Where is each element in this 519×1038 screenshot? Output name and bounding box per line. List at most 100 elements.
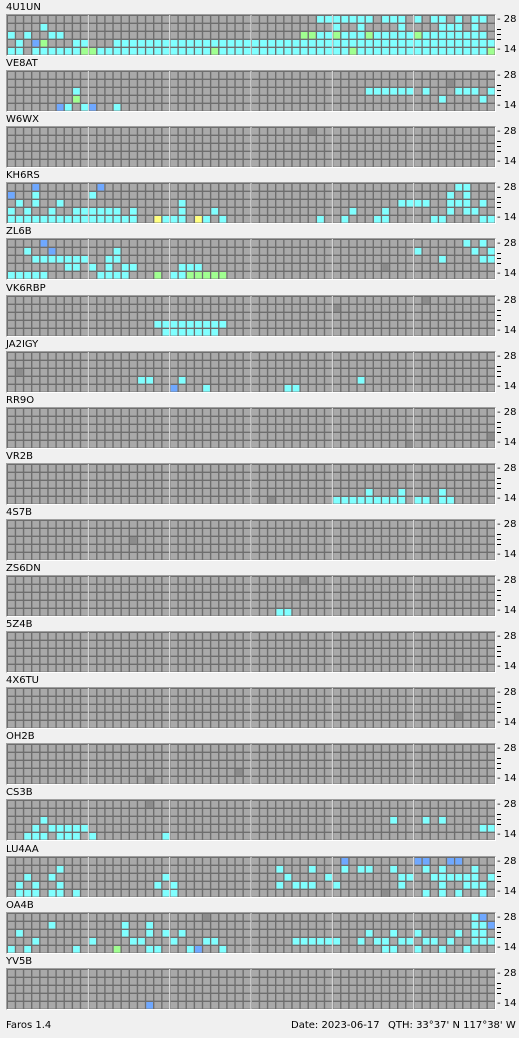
signal-cell bbox=[154, 48, 162, 55]
station-name: JA2IGY bbox=[6, 338, 39, 350]
signal-cell bbox=[398, 16, 406, 23]
station-name: 4S7B bbox=[6, 506, 32, 518]
signal-cell bbox=[138, 376, 145, 384]
band-tick bbox=[497, 202, 501, 204]
station-panel: ZL6B - 28 - 14 bbox=[0, 225, 519, 281]
signal-cell bbox=[471, 208, 479, 215]
signal-cell bbox=[374, 40, 381, 47]
band-tick bbox=[497, 263, 501, 265]
grid-svg bbox=[8, 71, 495, 112]
band-tick bbox=[497, 426, 501, 428]
signal-cell bbox=[349, 496, 357, 504]
band-tick bbox=[497, 646, 501, 648]
signal-cell bbox=[341, 865, 349, 873]
signal-cell bbox=[195, 272, 202, 279]
signal-cell bbox=[365, 929, 373, 937]
signal-cell bbox=[398, 40, 406, 47]
signal-cell bbox=[382, 945, 389, 953]
station-panel: OH2B - 28 - 14 bbox=[0, 730, 519, 786]
propagation-grid bbox=[6, 126, 496, 169]
band-tick bbox=[497, 365, 501, 367]
signal-cell bbox=[154, 945, 162, 953]
station-panel: VK6RBP - 28 - 14 bbox=[0, 282, 519, 338]
signal-cell bbox=[252, 48, 259, 55]
signal-cell bbox=[300, 40, 308, 47]
signal-cell bbox=[40, 48, 48, 55]
signal-cell bbox=[398, 32, 406, 39]
signal-cell bbox=[357, 937, 365, 945]
signal-cell bbox=[390, 48, 397, 55]
signal-cell bbox=[73, 96, 80, 103]
signal-cell bbox=[48, 825, 56, 832]
signal-cell bbox=[170, 320, 178, 328]
propagation-grid bbox=[6, 575, 496, 617]
signal-cell bbox=[73, 264, 80, 271]
signal-cell bbox=[406, 88, 414, 95]
signal-cell bbox=[463, 40, 471, 47]
signal-cell bbox=[422, 889, 430, 897]
signal-cell bbox=[81, 208, 88, 215]
signal-cell bbox=[186, 264, 194, 271]
signal-cell bbox=[73, 48, 80, 55]
band-label-14: - 14 bbox=[497, 492, 517, 504]
station-name: 4X6TU bbox=[6, 675, 40, 687]
band-tick bbox=[497, 370, 501, 372]
signal-cell bbox=[105, 272, 113, 279]
signal-cell bbox=[292, 881, 300, 889]
signal-cell bbox=[349, 32, 357, 39]
signal-cell bbox=[64, 104, 72, 111]
signal-cell bbox=[471, 24, 479, 31]
signal-cell bbox=[276, 865, 284, 873]
signal-cell bbox=[81, 104, 88, 111]
signal-cell bbox=[105, 48, 113, 55]
signal-cell bbox=[422, 88, 430, 95]
signal-cell bbox=[227, 40, 235, 47]
signal-cell bbox=[357, 865, 365, 873]
signal-cell bbox=[487, 921, 495, 929]
signal-cell bbox=[365, 88, 373, 95]
signal-cell bbox=[325, 48, 332, 55]
signal-cell bbox=[374, 937, 381, 945]
signal-cell bbox=[56, 256, 64, 263]
signal-cell bbox=[146, 40, 153, 47]
signal-cell bbox=[24, 272, 31, 279]
signal-cell bbox=[56, 32, 64, 39]
signal-cell bbox=[463, 873, 471, 881]
signal-cell bbox=[8, 945, 15, 953]
propagation-grid bbox=[6, 462, 496, 505]
propagation-grid bbox=[6, 294, 496, 337]
signal-cell bbox=[471, 937, 479, 945]
station-name: KH6RS bbox=[6, 170, 40, 182]
band-label-28: - 28 bbox=[497, 855, 517, 867]
signal-cell bbox=[178, 272, 186, 279]
signal-cell bbox=[487, 873, 495, 881]
signal-cell bbox=[56, 889, 64, 897]
band-tick bbox=[497, 95, 501, 97]
band-tick bbox=[497, 543, 501, 545]
signal-cell bbox=[341, 40, 349, 47]
signal-cell bbox=[252, 40, 259, 47]
signal-cell bbox=[121, 921, 129, 929]
signal-cell bbox=[325, 40, 332, 47]
signal-cell bbox=[365, 48, 373, 55]
signal-cell bbox=[471, 48, 479, 55]
signal-cell bbox=[333, 496, 341, 504]
band-label-14: - 14 bbox=[497, 941, 517, 953]
signal-cell bbox=[333, 304, 341, 312]
propagation-grid bbox=[6, 350, 496, 393]
signal-cell bbox=[357, 32, 365, 39]
band-tick bbox=[497, 314, 501, 316]
signal-cell bbox=[447, 857, 454, 865]
signal-cell bbox=[73, 216, 80, 223]
signal-cell bbox=[16, 48, 23, 55]
band-tick bbox=[497, 987, 501, 989]
band-tick bbox=[497, 431, 501, 433]
signal-cell bbox=[113, 945, 121, 953]
signal-cell bbox=[121, 40, 129, 47]
band-label-14: - 14 bbox=[497, 44, 517, 55]
station-name: ZL6B bbox=[6, 226, 32, 238]
signal-cell bbox=[463, 200, 471, 207]
signal-cell bbox=[178, 328, 186, 336]
signal-cell bbox=[162, 873, 170, 881]
band-tick bbox=[497, 982, 501, 984]
